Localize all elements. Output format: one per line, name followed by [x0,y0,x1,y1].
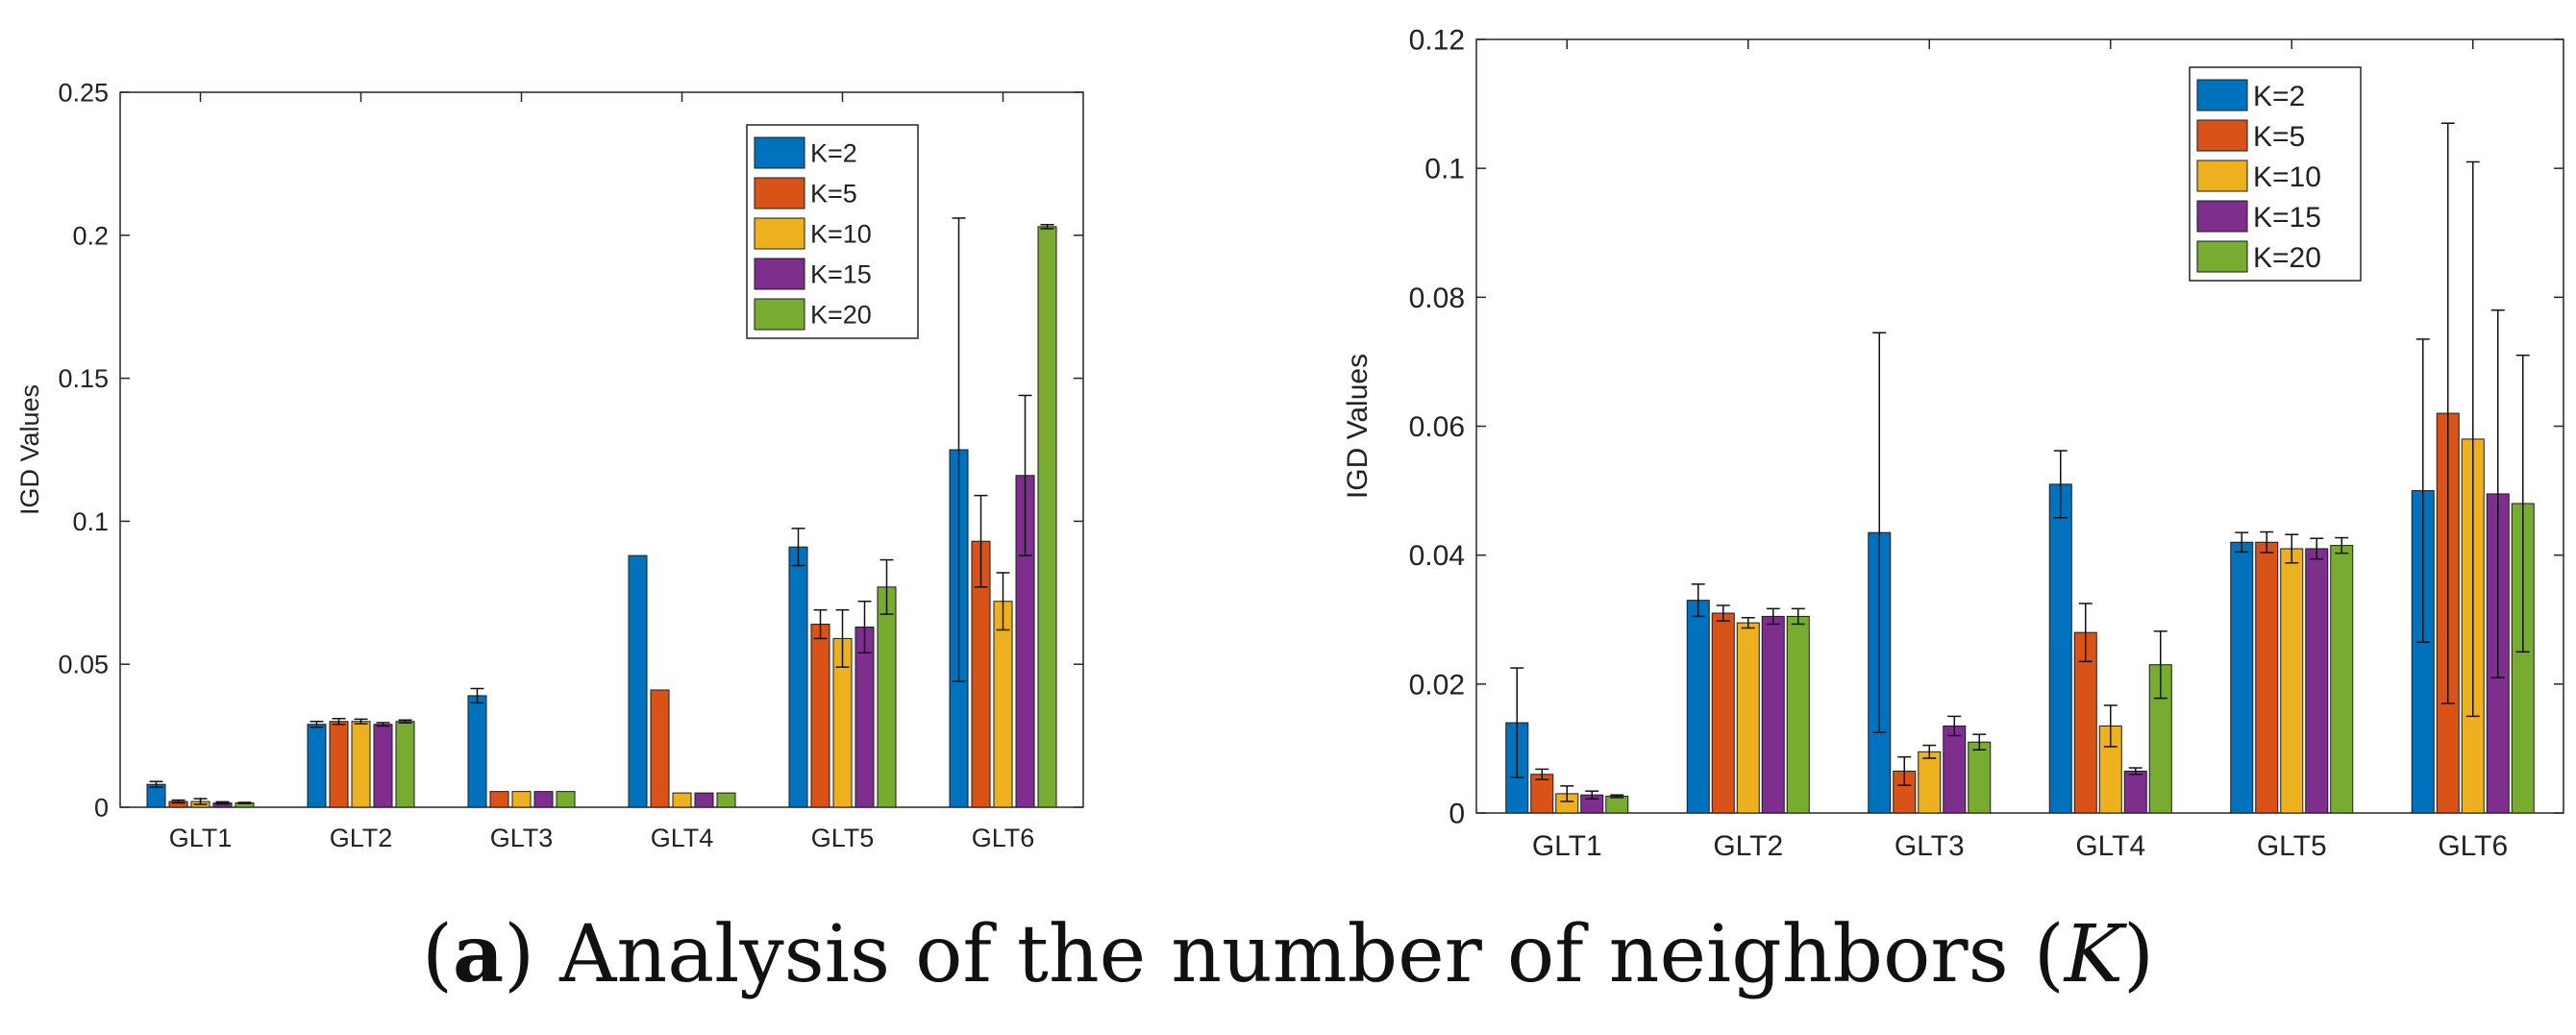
bar [1968,741,1992,814]
bar [628,554,648,808]
legend-swatch [2196,119,2248,152]
legend-swatch [754,136,805,169]
bar [1037,226,1057,808]
y-tick-label: 0.08 [1409,283,1465,314]
caption-open-paren: ( [421,909,453,1000]
plot-area [1475,38,2564,814]
legend-swatch [2196,240,2248,273]
bar [810,624,830,808]
bar [329,721,349,808]
bar [307,724,327,808]
bar [533,791,554,808]
bar [395,721,415,808]
bar [672,792,692,808]
legend-label: K=5 [810,180,857,209]
y-tick-label: 0.04 [1409,540,1465,572]
caption-variable: K [2064,909,2124,1000]
bar [2048,483,2072,814]
y-axis-label: IGD Values [1342,354,1374,499]
y-tick-label: 0.1 [72,507,109,536]
bar [467,695,487,808]
y-tick-label: 0.25 [58,78,109,107]
legend-label: K=5 [2253,121,2305,153]
bar [1943,725,1967,814]
x-tick-label: GLT4 [651,824,714,852]
legend-swatch [754,217,805,250]
legend-label: K=15 [810,260,872,289]
bar [351,721,371,808]
bar [788,546,808,808]
bar [2230,541,2254,814]
x-tick-label: GLT4 [2075,830,2145,862]
bar [1711,612,1735,814]
y-tick-label: 0.06 [1409,411,1465,443]
bar [650,689,670,808]
bar [2305,548,2329,814]
y-tick-label: 0.12 [1409,25,1465,57]
chart-left: 0 0.05 0.1 0.15 0.2 0.25 IGD Values GLT1 GLT2 GLT… [15,78,1084,852]
bar [2255,541,2279,814]
y-tick-label: 0.1 [1424,154,1465,185]
bar [1736,622,1760,814]
bar [1605,796,1629,814]
legend-label: K=15 [2253,202,2321,234]
bar [855,627,875,808]
bar [877,586,897,808]
x-tick-label: GLT2 [330,824,393,852]
y-tick-label: 0.15 [58,364,109,393]
legend-label: K=2 [810,139,857,168]
bar [556,791,576,808]
legend-label: K=10 [810,220,872,249]
legend-swatch [2196,79,2248,111]
bar [1918,751,1942,814]
legend-label: K=2 [2253,81,2305,112]
legend-label: K=20 [2253,242,2321,274]
x-tick-label: GLT1 [1532,830,1602,862]
figure-caption: (a) Analysis of the number of neighbors … [0,908,2576,1000]
legend-swatch [754,177,805,209]
y-tick-label: 0 [1449,799,1465,830]
bar [1761,615,1785,814]
x-tick-label: GLT5 [811,824,875,852]
legend-swatch [2196,200,2248,233]
x-tick-label: GLT6 [972,824,1035,852]
bar [993,601,1013,808]
x-tick-label: GLT3 [1895,830,1965,862]
caption-close-paren: ) [2123,909,2155,1000]
x-tick-label: GLT2 [1713,830,1783,862]
y-tick-label: 0 [94,793,109,822]
legend-swatch [754,258,805,290]
bar [2123,770,2147,814]
x-tick-label: GLT5 [2257,830,2327,862]
y-tick-label: 0.05 [58,651,109,679]
y-tick-label: 0.02 [1409,669,1465,701]
bar [694,792,714,808]
bar [511,791,532,808]
bar [2330,545,2354,814]
bar [2280,548,2304,814]
bar [1686,600,1710,814]
y-axis-label: IGD Values [15,384,44,515]
bar [489,791,509,808]
bar [716,792,736,808]
caption-letter: a [452,908,505,1000]
legend-swatch [754,298,805,331]
chart-right: 0 0.02 0.04 0.06 0.08 0.1 0.12 IGD Values GLT1 GL… [1342,25,2564,862]
bar [373,724,393,808]
legend-label: K=10 [2253,161,2321,193]
x-tick-label: GLT3 [490,824,554,852]
legend-swatch [2196,160,2248,192]
x-tick-label: GLT1 [169,824,233,852]
caption-text: ) Analysis of the number of neighbors ( [504,909,2065,1000]
y-tick-label: 0.2 [72,221,109,250]
x-tick-label: GLT6 [2438,830,2508,862]
plot-area [119,91,1084,808]
bar [1786,615,1810,814]
legend-label: K=20 [810,301,872,330]
